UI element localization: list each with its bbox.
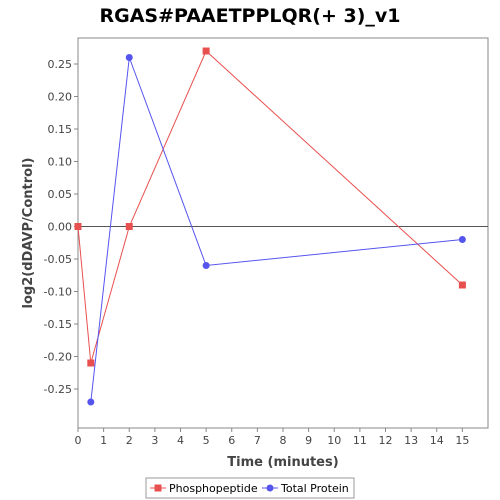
x-tick-label: 8: [280, 434, 287, 447]
data-point-phosphopeptide: [125, 223, 133, 230]
legend-phosphopeptide-marker: [154, 484, 162, 492]
x-tick-label: 3: [151, 434, 158, 447]
x-tick-label: 5: [203, 434, 210, 447]
y-tick-label: -0.05: [44, 253, 72, 266]
data-point-total-protein: [458, 236, 466, 243]
x-tick-label: 13: [404, 434, 418, 447]
x-tick-label: 4: [177, 434, 184, 447]
legend-box: [145, 477, 355, 499]
data-point-phosphopeptide: [458, 281, 466, 289]
x-tick-label: 14: [430, 434, 444, 447]
plot-area: [77, 37, 489, 429]
x-tick-label: 11: [353, 434, 367, 447]
data-point-total-protein: [125, 54, 133, 61]
y-tick-label: 0.15: [48, 123, 73, 136]
legend-total-protein-marker: [266, 484, 274, 492]
data-point-total-protein: [87, 398, 95, 406]
x-tick-label: 7: [254, 434, 261, 447]
series-layer: [74, 47, 466, 406]
y-tick-label: -0.10: [44, 286, 72, 299]
x-tick-label: 10: [327, 434, 341, 447]
legend-total-protein-label: Total Protein: [280, 482, 349, 495]
y-tick-label: -0.15: [44, 318, 72, 331]
x-tick-label: 9: [305, 434, 312, 447]
y-tick-label: 0.25: [48, 58, 73, 71]
x-tick-label: 2: [126, 434, 133, 447]
legend: Phosphopeptide Total Protein: [145, 477, 355, 499]
x-tick-label: 12: [379, 434, 393, 447]
x-axis-label: Time (minutes): [227, 455, 338, 470]
legend-phosphopeptide-label: Phosphopeptide: [169, 482, 258, 495]
data-point-phosphopeptide: [202, 47, 210, 55]
x-axis: 0 1 2 3 4 5 6 7 8 9 10 11 12 13 14 15: [75, 428, 469, 447]
y-tick-label: -0.20: [44, 351, 72, 364]
x-tick-label: 15: [455, 434, 469, 447]
y-axis: -0.25 -0.20 -0.15 -0.10 -0.05 0.00 0.05 0.10 0.1…: [44, 58, 78, 396]
data-point-phosphopeptide: [74, 223, 82, 230]
x-tick-label: 6: [228, 434, 235, 447]
y-axis-label: log2(dDAVP/Control): [21, 158, 36, 309]
y-tick-label: -0.25: [44, 383, 72, 396]
y-tick-label: 0.10: [48, 156, 73, 169]
y-tick-label: 0.00: [48, 221, 73, 234]
y-tick-label: 0.05: [48, 188, 73, 201]
data-point-total-protein: [202, 262, 210, 269]
data-point-phosphopeptide: [87, 359, 95, 367]
chart-title: RGAS#PAAETPPLQR(+ 3)_v1: [99, 5, 400, 27]
series-line-total-protein: [90, 57, 463, 403]
x-tick-label: 1: [100, 434, 107, 447]
x-tick-label: 0: [75, 434, 82, 447]
y-tick-label: 0.20: [48, 91, 73, 104]
